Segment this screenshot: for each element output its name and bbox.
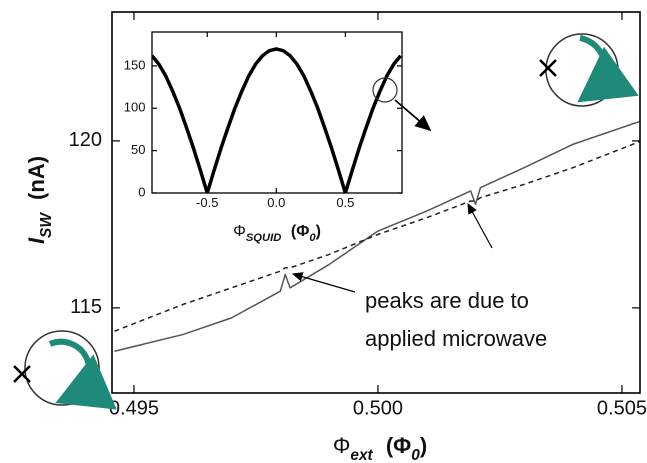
decorations bbox=[13, 33, 639, 410]
cross bbox=[13, 365, 31, 383]
data-line bbox=[114, 120, 640, 352]
x-tick-label: 0.500 bbox=[353, 397, 403, 419]
axis-label: Φext (Φ0) bbox=[333, 433, 427, 463]
y-tick-label: 150 bbox=[124, 57, 146, 72]
series-group bbox=[114, 120, 640, 352]
cross bbox=[539, 59, 557, 77]
axis-label-part: (nA) bbox=[24, 156, 49, 200]
x-tick-label: -0.5 bbox=[196, 195, 218, 210]
y-tick-label: 100 bbox=[124, 100, 146, 115]
axis-label-part: SW bbox=[38, 212, 55, 238]
axis-label: ISW (nA) bbox=[24, 156, 55, 244]
axis-label-part: ) bbox=[316, 223, 321, 240]
axis-label-part: Φ bbox=[333, 433, 351, 458]
annotation-arrow bbox=[467, 202, 493, 249]
loop-arrow bbox=[577, 35, 639, 103]
y-tick-label: 115 bbox=[70, 296, 102, 318]
annotation: applied microwave bbox=[365, 326, 547, 351]
x-tick-label: 0.495 bbox=[109, 397, 159, 419]
axis-label-part: SQUID bbox=[246, 232, 281, 244]
annotation-arrow bbox=[291, 272, 356, 293]
series-group bbox=[152, 47, 402, 193]
y-tick-label: 120 bbox=[69, 129, 102, 151]
axis-label-part: (Φ bbox=[291, 223, 309, 240]
plot-frame bbox=[111, 11, 641, 394]
x-tick-label: 0.505 bbox=[597, 397, 647, 419]
data-line bbox=[152, 47, 402, 193]
axis-label-part: ) bbox=[420, 433, 427, 458]
plot-frame bbox=[151, 31, 403, 194]
zoom-circle bbox=[372, 77, 398, 103]
plot-area bbox=[152, 32, 402, 193]
axis-label-part: ext bbox=[350, 447, 373, 463]
y-tick-label: 0 bbox=[138, 184, 145, 199]
y-tick-label: 50 bbox=[131, 142, 145, 157]
axis-label-part: Φ bbox=[233, 223, 246, 240]
data-line bbox=[114, 140, 640, 332]
axis-label-part: 0 bbox=[411, 447, 420, 463]
x-tick-label: 0.0 bbox=[267, 195, 285, 210]
x-tick-label: 0.5 bbox=[336, 195, 354, 210]
axis-label-part: I bbox=[24, 237, 49, 244]
loop-arrow bbox=[48, 338, 117, 410]
zoom-arrow bbox=[394, 99, 432, 132]
annotation: peaks are due to bbox=[365, 288, 529, 313]
axis-label: ΦSQUID (Φ0) bbox=[233, 223, 321, 244]
axis-label-part: (Φ bbox=[386, 433, 411, 458]
axis-label-part: 0 bbox=[309, 232, 316, 244]
